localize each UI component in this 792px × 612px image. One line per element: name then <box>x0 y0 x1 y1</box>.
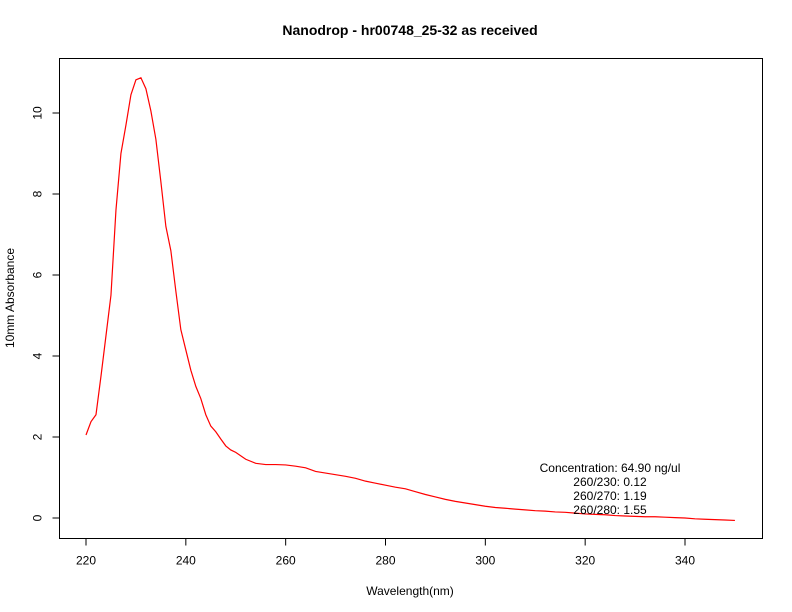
ratio-annotation: 260/270: 1.19 <box>573 489 647 503</box>
x-tick-label: 220 <box>76 554 96 568</box>
y-tick-label: 2 <box>31 433 45 440</box>
y-tick-label: 4 <box>31 352 45 359</box>
x-tick-label: 320 <box>575 554 595 568</box>
ratio-annotation: 260/280: 1.55 <box>573 503 647 517</box>
plot-frame <box>59 58 763 539</box>
x-tick-label: 280 <box>375 554 395 568</box>
y-tick-label: 10 <box>31 106 45 120</box>
y-tick-label: 0 <box>31 514 45 521</box>
x-axis-label: Wavelength(nm) <box>366 584 454 598</box>
x-tick-label: 240 <box>176 554 196 568</box>
x-axis: 220 240 260 280 300 320 340 <box>76 538 695 568</box>
absorbance-series-line <box>85 76 735 522</box>
ratio-annotation: 260/230: 0.12 <box>573 475 647 489</box>
x-tick-label: 260 <box>276 554 296 568</box>
x-tick-label: 340 <box>675 554 695 568</box>
chart-title: Nanodrop - hr00748_25-32 as received <box>282 22 537 38</box>
concentration-annotation: Concentration: 64.90 ng/ul <box>540 461 681 475</box>
y-tick-label: 8 <box>31 190 45 197</box>
x-tick-label: 300 <box>475 554 495 568</box>
y-axis: 0 2 4 6 8 10 <box>31 106 60 521</box>
y-axis-label: 10mm Absorbance <box>3 248 17 348</box>
y-tick-label: 6 <box>31 271 45 278</box>
